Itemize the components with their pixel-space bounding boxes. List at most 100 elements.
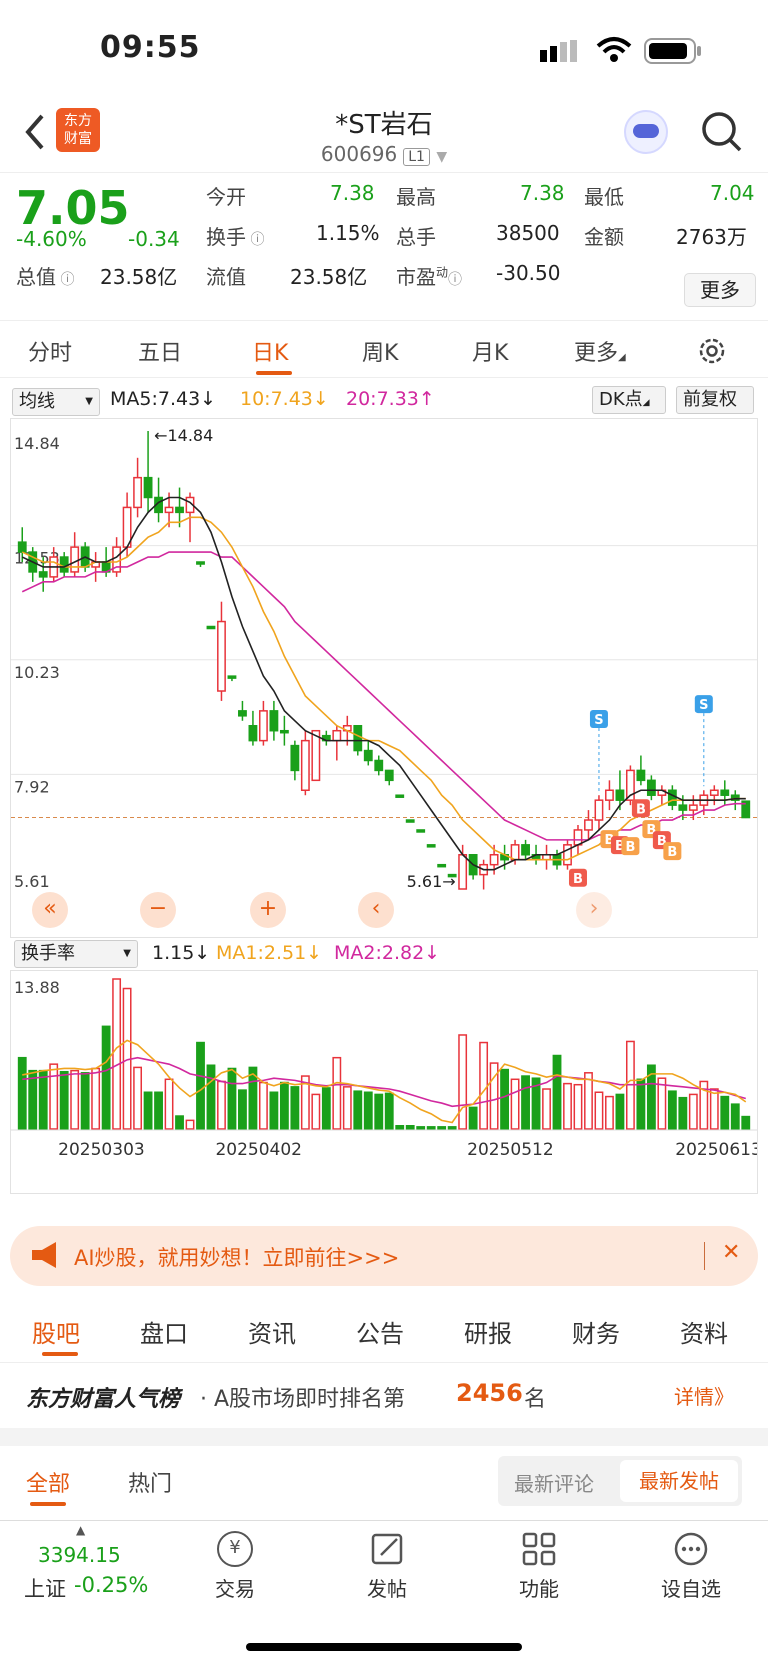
dropdown-icon: ▼ <box>123 948 131 959</box>
ma10-line <box>21 516 746 861</box>
tab-notice[interactable]: 公告 <box>356 1320 404 1348</box>
turnover-selector[interactable]: 换手率 ▼ <box>14 940 138 968</box>
trade-label: 交易 <box>215 1577 255 1601</box>
candle-body <box>258 710 268 742</box>
candle-body <box>17 541 27 553</box>
candle-body <box>164 506 174 514</box>
content-tabs: 股吧 盘口 资讯 公告 研报 财务 资料 <box>0 1300 768 1362</box>
tab-research[interactable]: 研报 <box>464 1320 512 1348</box>
filter-hot[interactable]: 热门 <box>128 1472 173 1497</box>
low-value: 7.04 <box>710 181 755 205</box>
add-watchlist-button[interactable]: 设自选 <box>656 1531 726 1602</box>
float-cap-label: 流值 <box>206 265 246 289</box>
sort-latest-post[interactable]: 最新发帖 <box>620 1460 738 1502</box>
ma10-value: 10:7.43↓ <box>240 388 329 410</box>
search-icon[interactable] <box>700 110 744 154</box>
candle-body <box>59 556 69 573</box>
zoom-out-button[interactable]: − <box>140 892 176 928</box>
turnover-bar <box>437 1126 447 1130</box>
level-badge: L1 <box>403 148 430 166</box>
candle-body <box>730 794 740 801</box>
buy-signal-label: B <box>625 840 635 855</box>
turnover-ma1: MA1:2.51↓ <box>216 942 323 964</box>
app-logo: 东方 财富 <box>56 108 100 152</box>
turnover-chart[interactable]: 13.88 20250303 20250402 20250512 20250613 <box>10 970 758 1194</box>
tab-more[interactable]: 更多◢ <box>574 335 626 367</box>
section-divider <box>0 1428 768 1446</box>
filter-all[interactable]: 全部 <box>26 1472 71 1497</box>
sort-latest-comment[interactable]: 最新评论 <box>514 1472 594 1496</box>
rank-detail-link[interactable]: 详情》 <box>674 1385 734 1409</box>
turnover-bar <box>227 1067 237 1130</box>
tab-more-label: 更多 <box>574 341 619 366</box>
turnover-bar <box>542 1088 551 1130</box>
pe-label[interactable]: 市盈动ⓘ <box>396 261 462 290</box>
candle-body <box>279 729 289 734</box>
megaphone-icon <box>32 1242 56 1268</box>
open-label: 今开 <box>206 185 246 209</box>
tab-profile[interactable]: 资料 <box>680 1320 728 1348</box>
turnover-bar <box>678 1096 688 1130</box>
popularity-rank[interactable]: 东方财富人气榜 · A股市场即时排名第 2456 名 详情》 <box>0 1362 768 1428</box>
tab-intraday[interactable]: 分时 <box>28 341 73 366</box>
candle-body <box>175 506 184 514</box>
candlestick-chart[interactable]: 14.8412.5310.237.925.61←14.845.61→SSBBBB… <box>10 418 758 938</box>
ai-banner-text: AI炒股，就用妙想！立即前往>>> <box>74 1246 400 1270</box>
low-price-label: 5.61→ <box>407 872 456 891</box>
stock-code-row[interactable]: 600696 L1 ▼ <box>0 142 768 166</box>
y-tick-label: 10.23 <box>14 663 60 682</box>
candle-body <box>573 829 583 846</box>
tab-finance[interactable]: 财务 <box>572 1320 620 1348</box>
tab-five-day[interactable]: 五日 <box>138 341 183 366</box>
buy-signal-label: B <box>657 834 667 849</box>
turnover-bar <box>563 1082 572 1130</box>
dk-point-button[interactable]: DK点◢ <box>592 386 666 414</box>
tab-news[interactable]: 资讯 <box>248 1320 296 1348</box>
post-button[interactable]: 发帖 <box>352 1531 422 1602</box>
index-widget[interactable]: ▲ 3394.15 上证 -0.25% <box>20 1521 170 1611</box>
more-button[interactable]: 更多 <box>684 273 756 307</box>
turnover-bar <box>416 1126 426 1130</box>
turnover-label[interactable]: 换手 ⓘ <box>206 221 264 250</box>
candle-body <box>646 779 656 796</box>
turnover-bar <box>154 1091 163 1130</box>
settings-icon[interactable] <box>696 335 728 367</box>
buy-signal-label: B <box>667 845 677 860</box>
zoom-in-button[interactable]: + <box>250 892 286 928</box>
turnover-bar <box>468 1106 478 1130</box>
tab-month-k[interactable]: 月K <box>472 341 509 366</box>
adjust-button[interactable]: 前复权 <box>676 386 754 414</box>
turnover-bar <box>405 1125 415 1130</box>
tab-guba[interactable]: 股吧 <box>32 1320 80 1348</box>
info-icon: ⓘ <box>448 272 463 288</box>
sell-signal-label: S <box>699 698 708 713</box>
candle-body <box>625 769 635 801</box>
trade-button[interactable]: ¥ 交易 <box>200 1531 270 1602</box>
close-icon[interactable]: ✕ <box>722 1240 741 1265</box>
open-value: 7.38 <box>330 181 375 205</box>
tab-week-k[interactable]: 周K <box>362 341 399 366</box>
add-watchlist-label: 设自选 <box>661 1577 721 1601</box>
turnover-bar <box>489 1062 499 1130</box>
bottom-toolbar: ▲ 3394.15 上证 -0.25% ¥ 交易 发帖 功能 设自选 <box>0 1520 768 1667</box>
post-filter: 全部 热门 最新评论 最新发帖 <box>0 1446 768 1520</box>
turnover-bar <box>699 1080 709 1130</box>
index-name: 上证 <box>24 1577 66 1601</box>
tab-pankou[interactable]: 盘口 <box>140 1320 188 1348</box>
candle-body <box>521 844 530 856</box>
candle-body <box>437 863 447 868</box>
turnover-bar <box>321 1087 331 1130</box>
ai-banner[interactable]: AI炒股，就用妙想！立即前往>>> ✕ <box>10 1226 758 1286</box>
tab-day-k[interactable]: 日K <box>252 341 289 366</box>
low-label: 最低 <box>584 185 624 209</box>
step-forward-button[interactable]: › <box>576 892 612 928</box>
back-icon[interactable] <box>20 112 50 152</box>
total-cap-label[interactable]: 总值 ⓘ <box>16 261 74 290</box>
turnover-bar <box>531 1077 541 1130</box>
ma-selector[interactable]: 均线 ▼ <box>12 388 100 416</box>
candle-body <box>458 854 468 890</box>
step-back-button[interactable]: ‹ <box>358 892 394 928</box>
fast-back-button[interactable]: « <box>32 892 68 928</box>
robot-avatar-icon[interactable] <box>624 110 668 154</box>
function-button[interactable]: 功能 <box>504 1531 574 1602</box>
